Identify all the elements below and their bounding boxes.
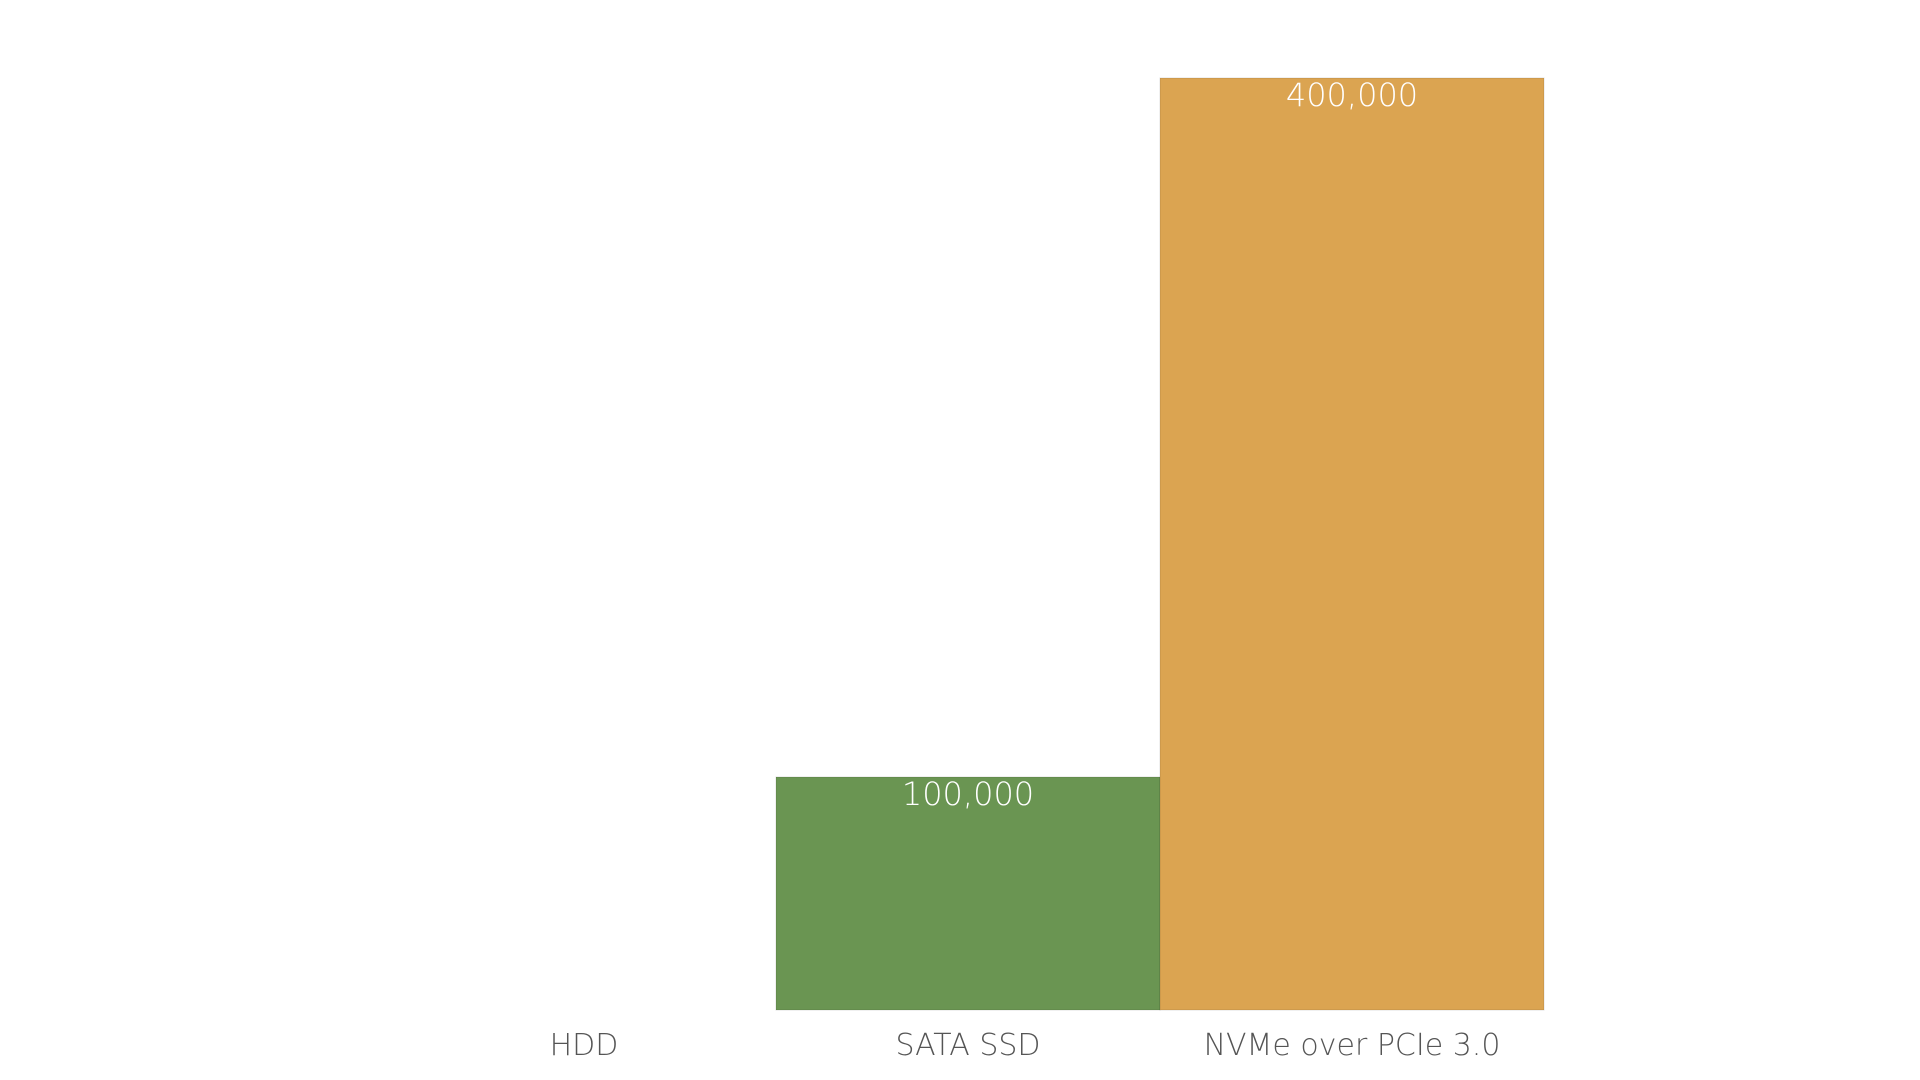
value-labels-group: 100,000 400,000 — [902, 76, 1418, 813]
bar-nvme-over-pcie-3-0 — [1159, 77, 1545, 1011]
category-tick-label: SATA SSD — [895, 1028, 1040, 1063]
bar-sata-ssd — [775, 776, 1161, 1011]
category-labels-group: HDD SATA SSD NVMe over PCIe 3.0 — [550, 1028, 1501, 1063]
bars-group — [775, 77, 1545, 1011]
data-label: 100,000 — [902, 775, 1034, 813]
category-tick-label: HDD — [550, 1028, 619, 1063]
data-label: 400,000 — [1286, 76, 1418, 114]
category-tick-label: NVMe over PCIe 3.0 — [1204, 1028, 1501, 1063]
